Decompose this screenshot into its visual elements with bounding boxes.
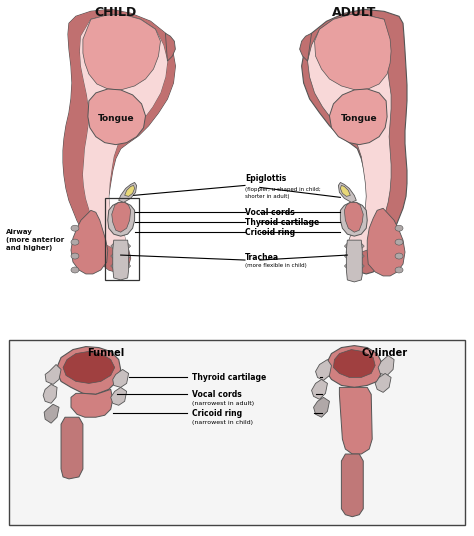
Polygon shape xyxy=(63,9,175,272)
Polygon shape xyxy=(45,364,61,384)
Polygon shape xyxy=(378,355,394,375)
Text: Vocal cords: Vocal cords xyxy=(192,390,242,399)
Text: (narrowest in child): (narrowest in child) xyxy=(192,420,253,425)
Ellipse shape xyxy=(395,239,403,245)
Polygon shape xyxy=(345,203,363,232)
Polygon shape xyxy=(345,242,364,250)
Polygon shape xyxy=(71,210,108,274)
Polygon shape xyxy=(339,388,372,454)
Polygon shape xyxy=(329,89,387,145)
Polygon shape xyxy=(61,417,83,479)
Polygon shape xyxy=(88,89,146,145)
Ellipse shape xyxy=(71,253,79,259)
Polygon shape xyxy=(43,384,57,403)
Bar xyxy=(105,198,138,280)
Text: Cricoid ring: Cricoid ring xyxy=(245,228,295,237)
Ellipse shape xyxy=(395,253,403,259)
Text: Cricoid ring: Cricoid ring xyxy=(192,409,242,418)
Polygon shape xyxy=(333,349,375,377)
Polygon shape xyxy=(313,397,329,417)
Ellipse shape xyxy=(71,267,79,273)
Text: (narrowest in adult): (narrowest in adult) xyxy=(192,401,255,406)
Text: (more flexible in child): (more flexible in child) xyxy=(245,263,307,267)
Polygon shape xyxy=(63,352,115,383)
Polygon shape xyxy=(111,262,131,270)
Bar xyxy=(9,340,465,525)
Polygon shape xyxy=(111,252,131,260)
Text: ADULT: ADULT xyxy=(332,6,376,19)
Polygon shape xyxy=(71,389,113,417)
Text: Tongue: Tongue xyxy=(341,114,378,123)
Polygon shape xyxy=(345,252,364,260)
Polygon shape xyxy=(56,347,121,394)
Polygon shape xyxy=(111,388,127,405)
Text: Epiglottis: Epiglottis xyxy=(245,174,286,183)
Polygon shape xyxy=(340,185,350,196)
Polygon shape xyxy=(83,14,161,90)
Polygon shape xyxy=(111,242,131,250)
Polygon shape xyxy=(301,9,407,274)
Text: Trachea: Trachea xyxy=(245,252,279,262)
Polygon shape xyxy=(112,203,131,232)
Polygon shape xyxy=(375,374,391,392)
Polygon shape xyxy=(315,14,391,90)
Polygon shape xyxy=(345,262,364,270)
Polygon shape xyxy=(80,14,167,248)
Polygon shape xyxy=(125,185,135,196)
Polygon shape xyxy=(108,203,135,236)
Text: CHILD: CHILD xyxy=(95,6,137,19)
Text: Funnel: Funnel xyxy=(87,347,124,358)
Polygon shape xyxy=(118,182,137,203)
Polygon shape xyxy=(311,379,328,399)
Text: Tongue: Tongue xyxy=(97,114,134,123)
Polygon shape xyxy=(346,240,362,282)
Polygon shape xyxy=(316,360,331,381)
Polygon shape xyxy=(328,346,381,388)
Polygon shape xyxy=(300,33,311,61)
Text: Thyroid cartilage: Thyroid cartilage xyxy=(245,218,319,227)
Ellipse shape xyxy=(71,225,79,231)
Text: Thyroid cartilage: Thyroid cartilage xyxy=(192,373,266,382)
Polygon shape xyxy=(338,182,356,203)
Text: (floppier, u-shaped in child;: (floppier, u-shaped in child; xyxy=(245,188,321,192)
Polygon shape xyxy=(80,14,167,248)
Polygon shape xyxy=(44,404,59,423)
Text: Cylinder: Cylinder xyxy=(361,347,407,358)
Text: shorter in adult): shorter in adult) xyxy=(245,195,290,199)
Polygon shape xyxy=(113,240,128,280)
Polygon shape xyxy=(341,454,363,517)
Ellipse shape xyxy=(395,225,403,231)
Text: Vocal cords: Vocal cords xyxy=(245,208,295,217)
Ellipse shape xyxy=(71,239,79,245)
Polygon shape xyxy=(340,203,367,236)
Polygon shape xyxy=(63,9,175,272)
Text: Airway
(more anterior
and higher): Airway (more anterior and higher) xyxy=(6,229,64,251)
Polygon shape xyxy=(165,33,175,61)
Polygon shape xyxy=(367,209,405,276)
Polygon shape xyxy=(113,369,128,388)
Polygon shape xyxy=(308,14,391,252)
Ellipse shape xyxy=(395,267,403,273)
